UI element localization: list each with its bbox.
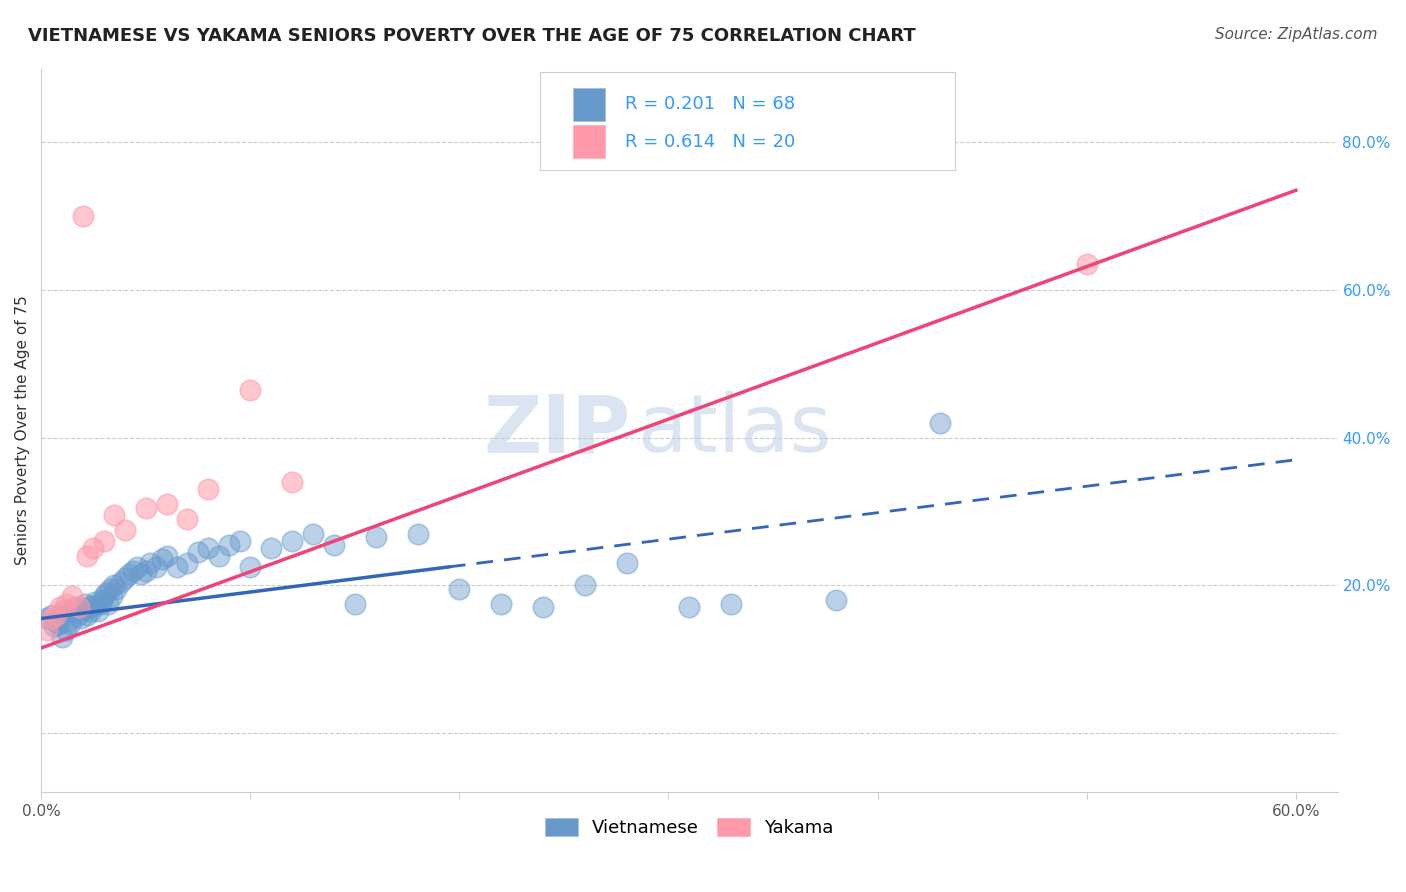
Point [93, 533, 115, 548]
Point [72, 602, 94, 616]
FancyBboxPatch shape [572, 126, 605, 158]
Point [260, 541, 283, 556]
Point [98, 582, 121, 596]
Point [55, 597, 77, 611]
Point [114, 523, 136, 537]
Point [197, 541, 219, 556]
Point [208, 549, 231, 563]
Point [76, 549, 98, 563]
Point [531, 600, 554, 615]
Point [1076, 257, 1098, 271]
Point [49, 600, 72, 615]
Point [62, 604, 84, 618]
Point [114, 571, 136, 585]
Point [69, 611, 91, 625]
Point [63, 600, 86, 615]
Point [84, 594, 107, 608]
Point [574, 578, 596, 592]
Point [42, 619, 65, 633]
Point [73, 597, 96, 611]
Point [105, 582, 128, 596]
Point [53, 604, 76, 618]
Point [49, 611, 72, 625]
Point [67, 600, 90, 615]
Point [77, 600, 100, 615]
Text: Source: ZipAtlas.com: Source: ZipAtlas.com [1215, 27, 1378, 42]
Point [59, 616, 82, 631]
FancyBboxPatch shape [540, 72, 955, 169]
Point [72, 209, 94, 223]
Point [135, 564, 157, 578]
Point [122, 564, 145, 578]
Point [86, 604, 108, 618]
Point [824, 593, 846, 607]
Point [37, 611, 59, 625]
Point [41, 607, 63, 622]
Point [103, 508, 125, 523]
Point [45, 615, 67, 630]
Point [152, 552, 174, 566]
Point [364, 530, 387, 544]
Point [110, 574, 132, 589]
Point [218, 538, 240, 552]
Point [41, 611, 63, 625]
Point [322, 538, 344, 552]
Point [176, 556, 198, 570]
Point [58, 614, 80, 628]
Point [145, 559, 167, 574]
Point [82, 541, 104, 556]
Point [82, 599, 104, 613]
Point [80, 604, 103, 618]
Point [929, 416, 952, 430]
Point [187, 545, 209, 559]
Point [281, 475, 304, 489]
Point [720, 597, 742, 611]
Point [176, 512, 198, 526]
Point [197, 483, 219, 497]
Point [166, 559, 188, 574]
Point [94, 585, 117, 599]
Point [93, 590, 115, 604]
Point [37, 623, 59, 637]
Point [67, 607, 90, 621]
Point [90, 593, 112, 607]
Point [449, 582, 471, 596]
Point [76, 607, 98, 622]
Point [66, 609, 89, 624]
Y-axis label: Seniors Poverty Over the Age of 75: Seniors Poverty Over the Age of 75 [15, 295, 30, 566]
Point [678, 600, 700, 615]
Point [46, 616, 69, 631]
Point [131, 567, 153, 582]
Point [239, 383, 262, 397]
Point [139, 556, 162, 570]
Point [343, 597, 366, 611]
Text: R = 0.614   N = 20: R = 0.614 N = 20 [624, 133, 794, 151]
Point [155, 497, 177, 511]
Point [127, 559, 149, 574]
Text: ZIP: ZIP [484, 392, 631, 469]
Point [302, 526, 325, 541]
Point [118, 567, 141, 582]
Point [55, 623, 77, 637]
Point [45, 607, 67, 622]
Point [51, 630, 73, 644]
Legend: Vietnamese, Yakama: Vietnamese, Yakama [538, 811, 841, 845]
Point [281, 533, 304, 548]
Point [103, 578, 125, 592]
Point [97, 597, 120, 611]
Text: R = 0.201   N = 68: R = 0.201 N = 68 [624, 95, 794, 113]
Point [406, 526, 429, 541]
Point [229, 533, 252, 548]
Text: VIETNAMESE VS YAKAMA SENIORS POVERTY OVER THE AGE OF 75 CORRELATION CHART: VIETNAMESE VS YAKAMA SENIORS POVERTY OVE… [28, 27, 915, 45]
Point [62, 590, 84, 604]
FancyBboxPatch shape [572, 88, 605, 120]
Point [616, 556, 638, 570]
Point [135, 500, 157, 515]
Point [155, 549, 177, 563]
Point [489, 597, 512, 611]
Point [89, 597, 111, 611]
Point [101, 590, 124, 604]
Text: atlas: atlas [637, 392, 832, 469]
Point [239, 559, 262, 574]
